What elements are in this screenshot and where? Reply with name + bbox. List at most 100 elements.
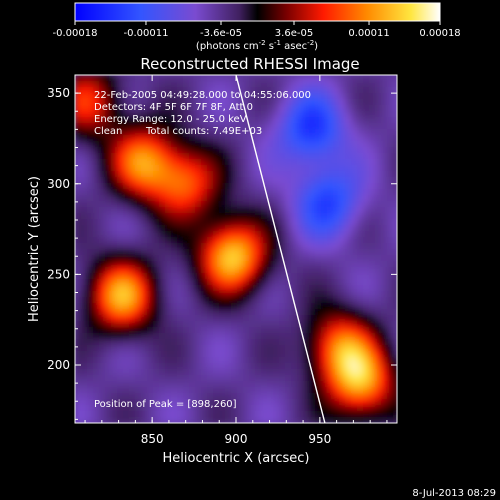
heatmap-cell	[345, 261, 352, 268]
x-tick-label: 950	[308, 432, 331, 446]
heatmap-cell	[123, 417, 130, 423]
heatmap-cell	[315, 123, 322, 130]
heatmap-cell	[213, 171, 220, 178]
heatmap-cell	[219, 405, 226, 412]
heatmap-cell	[183, 99, 190, 106]
heatmap-cell	[351, 297, 358, 304]
heatmap-cell	[393, 387, 397, 394]
heatmap-cell	[339, 213, 346, 220]
heatmap-cell	[381, 75, 388, 82]
heatmap-cell	[303, 357, 310, 364]
heatmap-cell	[387, 285, 394, 292]
heatmap-cell	[291, 111, 298, 118]
colorbar-gradient	[74, 2, 441, 22]
heatmap-cell	[327, 201, 334, 208]
heatmap-cell	[99, 387, 106, 394]
heatmap-cell	[339, 315, 346, 322]
heatmap-cell	[195, 339, 202, 346]
heatmap-cell	[135, 219, 142, 226]
heatmap-cell	[219, 243, 226, 250]
heatmap-cell	[231, 285, 238, 292]
heatmap-cell	[339, 201, 346, 208]
heatmap-cell	[387, 231, 394, 238]
heatmap-cell	[183, 321, 190, 328]
heatmap-cell	[189, 297, 196, 304]
heatmap-cell	[165, 189, 172, 196]
heatmap-cell	[195, 315, 202, 322]
heatmap-cell	[207, 81, 214, 88]
heatmap-cell	[267, 285, 274, 292]
heatmap-cell	[297, 345, 304, 352]
heatmap-cell	[75, 255, 82, 262]
heatmap-cell	[165, 369, 172, 376]
heatmap-cell	[93, 339, 100, 346]
heatmap-cell	[273, 327, 280, 334]
heatmap-cell	[381, 417, 388, 423]
heatmap-cell	[153, 93, 160, 100]
heatmap-cell	[255, 315, 262, 322]
heatmap-cell	[153, 243, 160, 250]
heatmap-cell	[351, 321, 358, 328]
heatmap-cell	[87, 321, 94, 328]
heatmap-cell	[75, 99, 82, 106]
heatmap-cell	[213, 111, 220, 118]
heatmap-cell	[393, 393, 397, 400]
heatmap-cell	[183, 393, 190, 400]
heatmap-cell	[147, 123, 154, 130]
heatmap-cell	[291, 237, 298, 244]
heatmap-cell	[273, 141, 280, 148]
heatmap-cell	[129, 327, 136, 334]
y-tick-label: 200	[47, 358, 70, 372]
heatmap-cell	[321, 237, 328, 244]
heatmap-cell	[309, 357, 316, 364]
heatmap-cell	[387, 75, 394, 82]
heatmap-cell	[213, 81, 220, 88]
heatmap-cell	[357, 387, 364, 394]
heatmap-cell	[273, 189, 280, 196]
heatmap-cell	[369, 291, 376, 298]
heatmap-cell	[171, 393, 178, 400]
heatmap-cell	[225, 93, 232, 100]
heatmap-cell	[339, 153, 346, 160]
heatmap-cell	[393, 123, 397, 130]
heatmap-cell	[339, 249, 346, 256]
heatmap-cell	[255, 387, 262, 394]
heatmap-cell	[303, 411, 310, 418]
heatmap-cell	[303, 177, 310, 184]
heatmap-cell	[357, 273, 364, 280]
heatmap-cell	[315, 285, 322, 292]
heatmap-cell	[117, 141, 124, 148]
heatmap-cell	[225, 111, 232, 118]
heatmap-cell	[315, 81, 322, 88]
heatmap-cell	[195, 363, 202, 370]
heatmap-cell	[231, 339, 238, 346]
heatmap-cell	[363, 321, 370, 328]
heatmap-cell	[303, 351, 310, 358]
heatmap-cell	[303, 75, 310, 82]
heatmap-cell	[129, 381, 136, 388]
heatmap-cell	[321, 249, 328, 256]
heatmap-cell	[81, 369, 88, 376]
heatmap-cell	[375, 117, 382, 124]
heatmap-cell	[357, 81, 364, 88]
heatmap-cell	[207, 381, 214, 388]
heatmap-cell	[321, 387, 328, 394]
heatmap-cell	[387, 177, 394, 184]
heatmap-cell	[153, 285, 160, 292]
heatmap-cell	[225, 285, 232, 292]
heatmap-cell	[99, 321, 106, 328]
heatmap-cell	[237, 417, 244, 423]
heatmap-cell	[327, 339, 334, 346]
heatmap-cell	[363, 267, 370, 274]
heatmap-cell	[261, 177, 268, 184]
heatmap-cell	[141, 357, 148, 364]
heatmap-cell	[75, 369, 82, 376]
heatmap-cell	[369, 393, 376, 400]
heatmap-cell	[99, 369, 106, 376]
heatmap-cell	[111, 171, 118, 178]
heatmap-cell	[279, 123, 286, 130]
heatmap-cell	[189, 105, 196, 112]
heatmap-cell	[129, 363, 136, 370]
heatmap-cell	[309, 183, 316, 190]
heatmap-cell	[117, 219, 124, 226]
